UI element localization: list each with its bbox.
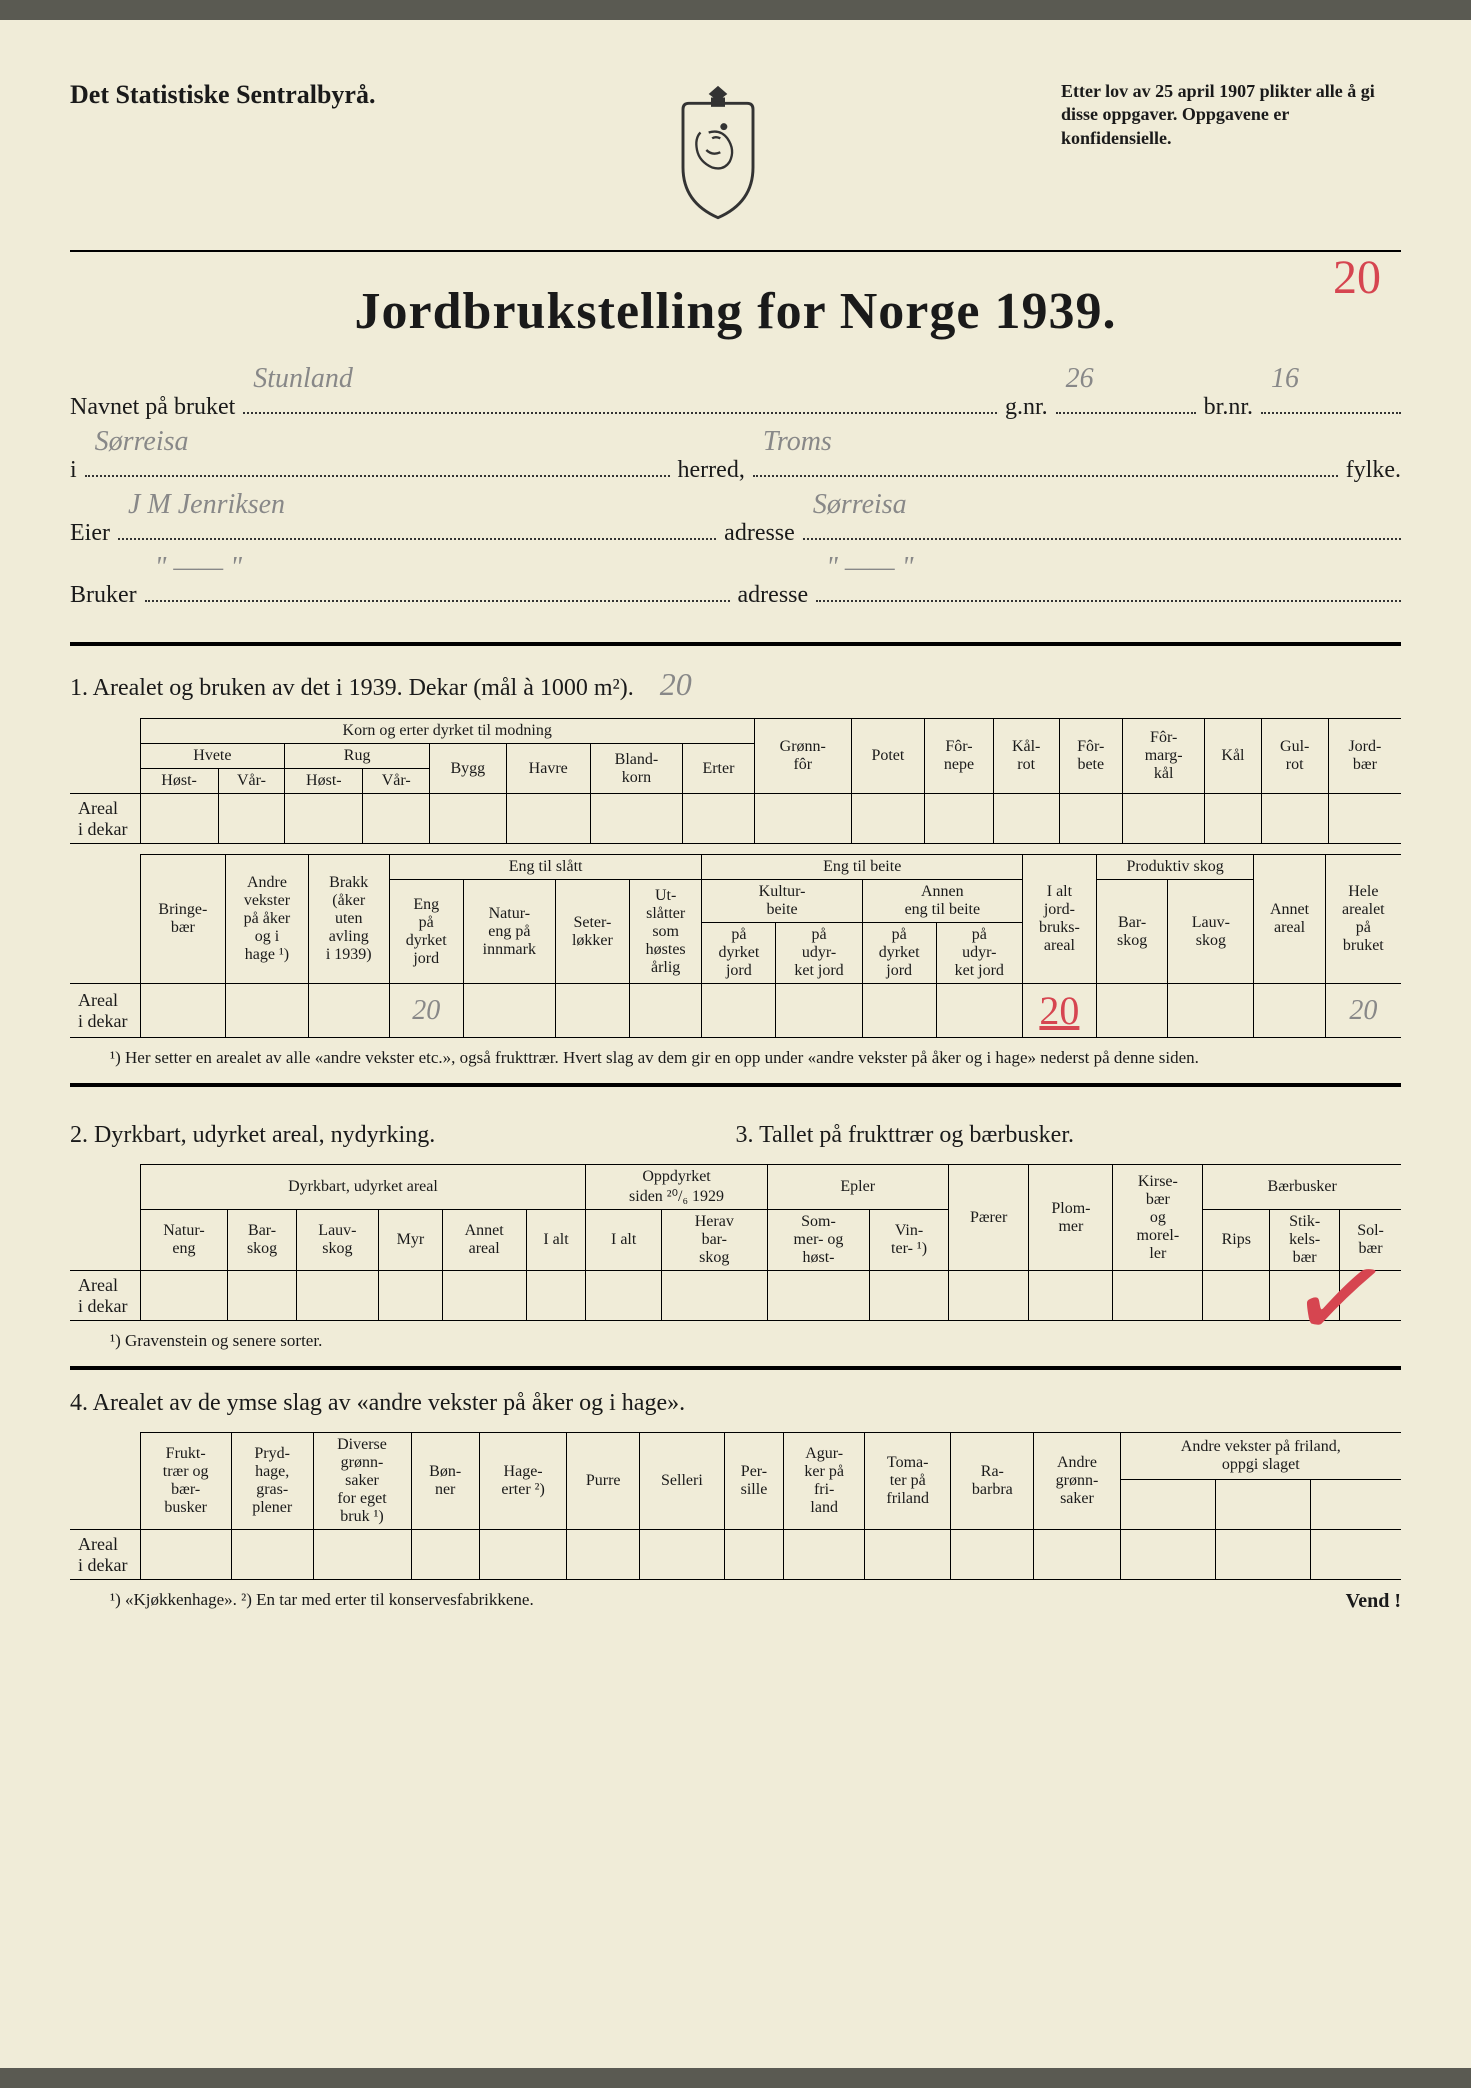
section1-handwritten-total: 20 bbox=[660, 666, 692, 702]
footnote-1: ¹) Her setter en arealet av alle «andre … bbox=[110, 1048, 1401, 1068]
table1-crops: Korn og erter dyrket til modning Grønn-f… bbox=[70, 718, 1401, 844]
label-fylke: fylke. bbox=[1346, 444, 1401, 497]
section3-title: 3. Tallet på frukttrær og bærbusker. bbox=[736, 1122, 1402, 1149]
table3-dyrkbart-frukt: Dyrkbart, udyrket areal Oppdyrketsiden ²… bbox=[70, 1164, 1401, 1321]
coat-of-arms-icon bbox=[658, 80, 778, 220]
section2-title: 2. Dyrkbart, udyrket areal, nydyrking. bbox=[70, 1122, 736, 1149]
table-row: Areali dekar bbox=[70, 794, 1401, 844]
label-adresse: adresse bbox=[724, 507, 795, 560]
legal-notice: Etter lov av 25 april 1907 plikter alle … bbox=[1061, 80, 1401, 150]
handwritten-page-number: 20 bbox=[1333, 250, 1381, 305]
section1-title: 1. Arealet og bruken av det i 1939. Deka… bbox=[70, 666, 1401, 703]
red-checkmark-icon: ✓ bbox=[1279, 1222, 1402, 1376]
agency-name: Det Statistiske Sentralbyrå. bbox=[70, 80, 375, 110]
field-brnr: 16 bbox=[1261, 390, 1401, 414]
label-bruker: Bruker bbox=[70, 569, 137, 622]
section4-title: 4. Arealet av de ymse slag av «andre vek… bbox=[70, 1390, 1401, 1417]
label-i: i bbox=[70, 444, 77, 497]
handwritten-value-red: 20 bbox=[1039, 988, 1079, 1033]
document-title: Jordbrukstelling for Norge 1939. bbox=[70, 282, 1401, 341]
label-eier: Eier bbox=[70, 507, 110, 560]
label-brnr: br.nr. bbox=[1204, 381, 1253, 434]
field-bruker-adresse: " —— " bbox=[816, 578, 1401, 602]
handwritten-value: 20 bbox=[1349, 995, 1377, 1026]
footnote-4: ¹) «Kjøkkenhage». ²) En tar med erter ti… bbox=[110, 1590, 1401, 1610]
handwritten-value: 20 bbox=[412, 995, 440, 1026]
footnote-2: ¹) Gravenstein og senere sorter. bbox=[110, 1331, 1401, 1351]
table-row: Areali dekar bbox=[70, 1530, 1401, 1580]
header: Det Statistiske Sentralbyrå. Etter lov a… bbox=[70, 80, 1401, 220]
table-row: Areali dekar 20 20 20 bbox=[70, 984, 1401, 1038]
table2-land-use: Bringe-bær Andreveksterpå åkerog ihage ¹… bbox=[70, 854, 1401, 1038]
turn-over-label: Vend ! bbox=[1346, 1590, 1401, 1613]
label-herred: herred, bbox=[678, 444, 745, 497]
identity-block: Navnet på bruket Stunland g.nr. 26 br.nr… bbox=[70, 381, 1401, 622]
field-gnr: 26 bbox=[1056, 390, 1196, 414]
census-form-page: Det Statistiske Sentralbyrå. Etter lov a… bbox=[0, 20, 1471, 2068]
field-bruker: " —— " bbox=[145, 578, 730, 602]
label-gnr: g.nr. bbox=[1005, 381, 1048, 434]
label-adresse2: adresse bbox=[738, 569, 809, 622]
table-row: Areali dekar bbox=[70, 1271, 1401, 1321]
table4-andre-vekster: Frukt-trær ogbær-busker Pryd-hage,gras-p… bbox=[70, 1432, 1401, 1580]
field-bruket: Stunland bbox=[243, 390, 997, 414]
